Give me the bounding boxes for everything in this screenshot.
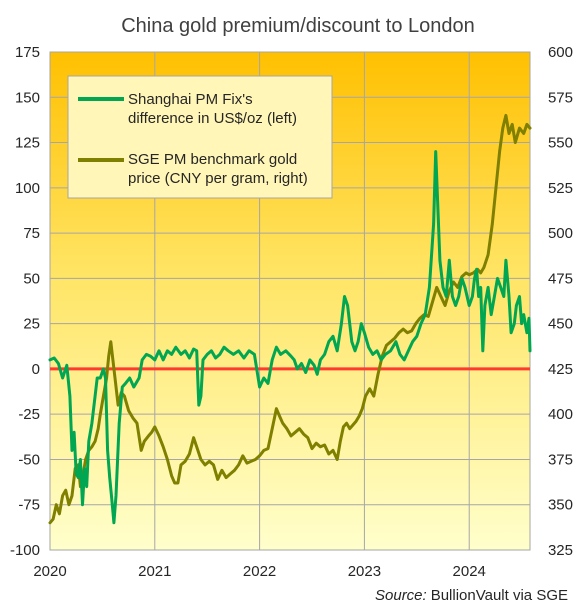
series-line-premium — [48, 150, 532, 525]
y-left-tick-label: 25 — [23, 316, 40, 333]
y-axis-right: 600 575 550 525 500 475 450 425 400 375 350 325 — [548, 44, 573, 559]
y-left-tick-label: -100 — [10, 542, 40, 559]
y-right-tick-label: 475 — [548, 270, 573, 287]
legend-label-sge-line1: SGE PM benchmark gold — [128, 151, 297, 168]
series-lines — [48, 113, 532, 525]
y-right-tick-label: 325 — [548, 542, 573, 559]
y-right-tick-label: 550 — [548, 135, 573, 152]
y-left-tick-label: 0 — [32, 361, 40, 378]
y-right-tick-label: 500 — [548, 225, 573, 242]
x-tick-label: 2022 — [243, 563, 276, 580]
y-left-tick-label: 150 — [15, 89, 40, 106]
y-right-tick-label: 575 — [548, 89, 573, 106]
source-label: Source: — [375, 587, 427, 604]
y-left-tick-label: -75 — [18, 497, 40, 514]
legend-label-premium-line2: difference in US$/oz (left) — [128, 110, 297, 127]
y-right-tick-label: 450 — [548, 316, 573, 333]
x-tick-label: 2020 — [33, 563, 66, 580]
x-axis: 2020 2021 2022 2023 2024 — [33, 563, 486, 580]
y-right-tick-label: 600 — [548, 44, 573, 61]
source-text: BullionVault via SGE — [431, 587, 568, 604]
legend: Shanghai PM Fix's difference in US$/oz (… — [67, 75, 333, 199]
legend-box — [67, 75, 333, 199]
y-right-tick-label: 400 — [548, 406, 573, 423]
source-note: Source: BullionVault via SGE — [375, 587, 568, 604]
x-tick-label: 2023 — [348, 563, 381, 580]
x-tick-label: 2024 — [453, 563, 486, 580]
y-left-tick-label: 100 — [15, 180, 40, 197]
y-axis-left: 175 150 125 100 75 50 25 0 -25 -50 -75 -100 — [10, 44, 40, 559]
y-left-tick-label: 50 — [23, 270, 40, 287]
y-left-tick-label: 175 — [15, 44, 40, 61]
y-right-tick-label: 525 — [548, 180, 573, 197]
y-left-tick-label: 125 — [15, 135, 40, 152]
y-left-tick-label: -25 — [18, 406, 40, 423]
chart-title: China gold premium/discount to London — [121, 15, 475, 37]
legend-label-sge-line2: price (CNY per gram, right) — [128, 170, 308, 187]
y-right-tick-label: 350 — [548, 497, 573, 514]
legend-label-premium-line1: Shanghai PM Fix's — [128, 91, 253, 108]
y-right-tick-label: 425 — [548, 361, 573, 378]
y-left-tick-label: 75 — [23, 225, 40, 242]
y-left-tick-label: -50 — [18, 451, 40, 468]
y-right-tick-label: 375 — [548, 451, 573, 468]
x-tick-label: 2021 — [138, 563, 171, 580]
